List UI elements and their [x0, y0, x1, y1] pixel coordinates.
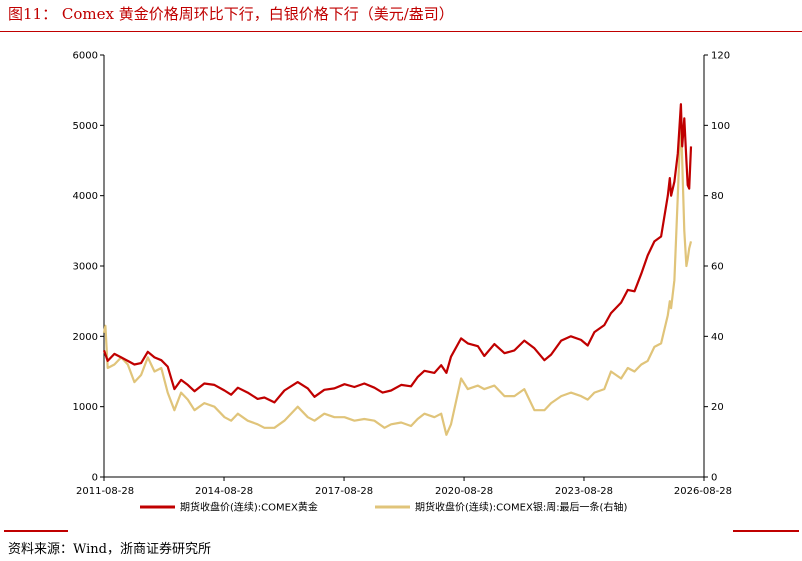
left-y-tick-label: 2000	[73, 332, 98, 343]
left-y-tick-label: 0	[92, 473, 98, 484]
x-tick-label: 2023-08-28	[555, 486, 613, 497]
right-y-tick-label: 120	[711, 51, 730, 62]
chart-legend: 期货收盘价(连续):COMEX黄金 期货收盘价(连续):COMEX银:周:最后一条…	[140, 501, 627, 514]
left-y-tick-label: 5000	[73, 121, 98, 132]
right-y-tick-label: 40	[711, 332, 724, 343]
right-y-tick-label: 60	[711, 262, 724, 273]
x-tick-label: 2026-08-28	[674, 486, 732, 497]
series-layer	[102, 103, 693, 436]
right-y-tick-label: 20	[711, 402, 724, 413]
left-y-tick-label: 3000	[73, 262, 98, 273]
footer-divider-right	[733, 530, 799, 532]
right-y-tick-label: 100	[711, 121, 730, 132]
x-tick-label: 2020-08-28	[435, 486, 493, 497]
x-tick-label: 2011-08-28	[76, 486, 134, 497]
right-y-tick-label: 0	[711, 473, 717, 484]
title-divider	[0, 31, 802, 32]
left-y-tick-label: 4000	[73, 191, 98, 202]
source-note: 资料来源：Wind，浙商证券研究所	[8, 542, 211, 557]
left-y-tick-label: 1000	[73, 402, 98, 413]
gold-series-line	[102, 103, 693, 404]
left-y-tick-label: 6000	[73, 51, 98, 62]
legend-label-gold: 期货收盘价(连续):COMEX黄金	[180, 501, 318, 514]
right-y-tick-label: 80	[711, 191, 724, 202]
silver-series-line	[102, 113, 693, 436]
chart-title: 图11： Comex 黄金价格周环比下行，白银价格下行（美元/盎司）	[8, 5, 454, 23]
x-tick-label: 2014-08-28	[195, 486, 253, 497]
line-chart: 0 1000 2000 3000 4000 5000 6000 0 20 40 60 80 100 120…	[73, 51, 732, 514]
x-tick-label: 2017-08-28	[315, 486, 373, 497]
chart-axes: 0 1000 2000 3000 4000 5000 6000 0 20 40 60 80 100 120…	[73, 51, 732, 498]
legend-label-silver: 期货收盘价(连续):COMEX银:周:最后一条(右轴)	[415, 501, 627, 514]
footer-divider-left	[4, 530, 68, 532]
